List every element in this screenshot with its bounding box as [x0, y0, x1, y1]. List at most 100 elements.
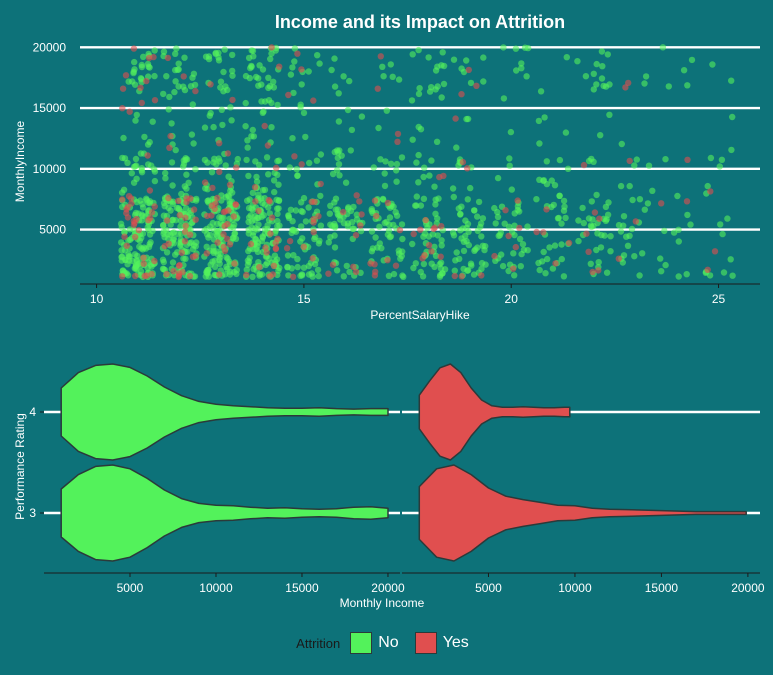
- scatter-point-no: [349, 225, 356, 232]
- scatter-y-tick-label: 15000: [33, 101, 67, 115]
- scatter-point-no: [138, 63, 146, 71]
- scatter-point-no: [420, 233, 427, 240]
- scatter-point-no: [285, 272, 292, 279]
- scatter-point-no: [467, 184, 474, 192]
- scatter-point-no: [120, 186, 128, 193]
- scatter-point-no: [311, 235, 318, 243]
- scatter-point-no: [657, 255, 664, 262]
- scatter-point-no: [687, 221, 694, 228]
- scatter-point-no: [390, 270, 398, 278]
- scatter-point-yes: [417, 226, 424, 233]
- scatter-point-yes: [163, 271, 170, 278]
- scatter-point-no: [386, 214, 394, 221]
- scatter-point-no: [558, 255, 565, 263]
- scatter-point-no: [327, 202, 334, 209]
- violin-plot: 5000 10000 15000 20000 5000 10000 15000 20000 3 4…: [13, 363, 765, 610]
- scatter-point-no: [174, 230, 182, 238]
- scatter-point-no: [562, 214, 569, 222]
- scatter-point-no: [271, 188, 278, 196]
- scatter-point-yes: [421, 252, 428, 259]
- scatter-point-no: [170, 240, 178, 247]
- scatter-point-no: [211, 263, 219, 270]
- scatter-point-yes: [298, 66, 305, 73]
- scatter-point-no: [607, 233, 614, 240]
- legend-item-no: No: [350, 632, 399, 654]
- scatter-point-no: [181, 54, 188, 61]
- scatter-point-no: [290, 89, 297, 97]
- scatter-point-no: [201, 124, 209, 131]
- scatter-point-no: [146, 138, 153, 146]
- scatter-point-no: [450, 193, 457, 201]
- scatter-point-no: [523, 73, 530, 80]
- scatter-point-no: [234, 155, 241, 163]
- scatter-point-no: [383, 107, 390, 114]
- scatter-point-no: [190, 70, 198, 78]
- scatter-point-no: [387, 160, 395, 167]
- scatter-point-yes: [216, 271, 223, 278]
- scatter-point-yes: [371, 197, 379, 204]
- scatter-point-yes: [189, 253, 197, 260]
- scatter-point-no: [274, 157, 281, 165]
- scatter-point-no: [210, 123, 217, 131]
- scatter-point-no: [674, 192, 681, 200]
- scatter-point-no: [558, 220, 565, 227]
- scatter-point-no: [593, 191, 600, 199]
- scatter-point-yes: [147, 215, 154, 222]
- scatter-point-no: [415, 123, 422, 131]
- scatter-point-no: [342, 179, 350, 186]
- scatter-point-no: [380, 73, 387, 80]
- scatter-y-axis-title: MonthlyIncome: [13, 120, 27, 202]
- scatter-point-yes: [165, 194, 172, 202]
- scatter-point-yes: [223, 235, 231, 242]
- scatter-point-no: [393, 178, 400, 185]
- scatter-point-no: [560, 273, 568, 280]
- scatter-point-no: [335, 118, 343, 125]
- scatter-point-yes: [251, 184, 259, 191]
- scatter-point-no: [438, 94, 445, 101]
- scatter-point-no: [421, 164, 428, 171]
- scatter-point-no: [432, 201, 439, 208]
- scatter-point-no: [172, 50, 179, 57]
- scatter-point-no: [379, 63, 386, 70]
- scatter-point-yes: [119, 196, 126, 203]
- scatter-point-yes: [294, 50, 301, 57]
- scatter-point-no: [500, 44, 507, 51]
- scatter-point-yes: [428, 248, 435, 255]
- scatter-point-yes: [658, 200, 665, 207]
- scatter-point-yes: [130, 45, 138, 52]
- scatter-point-no: [659, 44, 667, 51]
- scatter-point-no: [248, 224, 255, 231]
- scatter-point-no: [248, 133, 255, 140]
- scatter-plot: 5000 10000 15000 20000 10 15 20 25 PercentSalary…: [13, 40, 760, 322]
- scatter-point-no: [551, 242, 559, 249]
- scatter-point-no: [617, 182, 625, 190]
- scatter-x-tick-label: 15: [297, 292, 311, 306]
- scatter-point-no: [139, 246, 146, 253]
- scatter-point-no: [383, 218, 390, 226]
- scatter-point-yes: [384, 199, 392, 207]
- scatter-point-no: [564, 165, 572, 172]
- scatter-point-yes: [130, 221, 138, 229]
- scatter-point-no: [145, 161, 152, 168]
- scatter-point-yes: [371, 261, 378, 268]
- scatter-point-no: [385, 227, 393, 234]
- scatter-point-no: [433, 138, 441, 145]
- violin-y-axis-title: Performance Rating: [13, 413, 27, 520]
- scatter-point-no: [331, 224, 339, 231]
- scatter-point-no: [398, 252, 405, 260]
- scatter-point-yes: [591, 209, 599, 216]
- scatter-point-yes: [276, 63, 283, 70]
- scatter-point-no: [139, 212, 146, 220]
- scatter-point-yes: [143, 77, 150, 85]
- scatter-y-tick-label: 20000: [33, 40, 67, 54]
- violin-x-axis-title: Monthly Income: [340, 596, 425, 610]
- scatter-point-yes: [540, 229, 547, 236]
- scatter-point-no: [513, 67, 520, 74]
- scatter-x-tick-label: 20: [505, 292, 519, 306]
- scatter-point-no: [458, 65, 465, 72]
- scatter-point-no: [332, 195, 340, 202]
- scatter-point-no: [292, 207, 300, 214]
- scatter-point-no: [480, 78, 487, 85]
- scatter-point-yes: [175, 197, 182, 205]
- scatter-point-no: [453, 249, 460, 256]
